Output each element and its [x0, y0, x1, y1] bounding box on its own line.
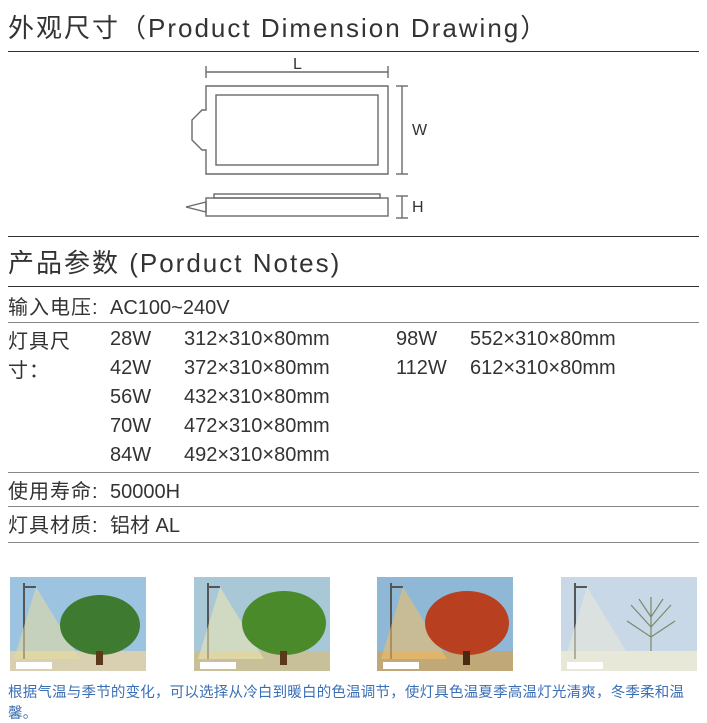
divider [8, 236, 699, 237]
dim-d: 612×310×80mm [470, 354, 650, 383]
thumb-winter [561, 577, 697, 671]
divider [8, 51, 699, 52]
dim-d: 472×310×80mm [184, 412, 382, 441]
dim-d: 492×310×80mm [184, 441, 382, 470]
dimension-drawing: L W H [8, 54, 699, 234]
product-notes: 输入电压: AC100~240V 灯具尺寸： 28W 42W 56W 70W 8… [8, 289, 699, 543]
dim-w: 98W [396, 325, 456, 354]
value-material: 铝材 AL [110, 509, 180, 538]
label-L: L [293, 58, 302, 73]
label-lifetime: 使用寿命: [8, 475, 110, 504]
footer-caption: 根据气温与季节的变化，可以选择从冷白到暖白的色温调节，使灯具色温夏季高温灯光清爽… [8, 681, 699, 723]
dim-w: 70W [110, 412, 170, 441]
dim-d: 372×310×80mm [184, 354, 382, 383]
dim-w: 42W [110, 354, 170, 383]
divider [8, 542, 699, 543]
label-dimensions: 灯具尺寸： [8, 325, 110, 383]
label-material: 灯具材质: [8, 509, 110, 538]
row-dimensions: 灯具尺寸： 28W 42W 56W 70W 84W 312×310×80mm 3… [8, 322, 699, 472]
thumb-autumn [377, 577, 513, 671]
row-voltage: 输入电压: AC100~240V [8, 289, 699, 322]
season-thumbnails [8, 577, 699, 671]
dim-d: 312×310×80mm [184, 325, 382, 354]
dim-w: 112W [396, 354, 456, 383]
row-material: 灯具材质: 铝材 AL [8, 506, 699, 540]
dim-right-sizes: 552×310×80mm 612×310×80mm [470, 325, 650, 470]
dim-left-watts: 28W 42W 56W 70W 84W [110, 325, 170, 470]
section2-title: 产品参数 (Porduct Notes) [8, 239, 699, 284]
thumb-spring [10, 577, 146, 671]
dim-left-sizes: 312×310×80mm 372×310×80mm 432×310×80mm 4… [184, 325, 382, 470]
value-voltage: AC100~240V [110, 297, 230, 320]
section1-title: 外观尺寸（Product Dimension Drawing） [8, 4, 699, 49]
dim-w: 28W [110, 325, 170, 354]
row-lifetime: 使用寿命: 50000H [8, 472, 699, 506]
label-W: W [412, 122, 428, 139]
thumb-summer [194, 577, 330, 671]
dim-w: 56W [110, 383, 170, 412]
dim-w: 84W [110, 441, 170, 470]
divider [8, 286, 699, 287]
label-H: H [412, 199, 424, 216]
dim-right-watts: 98W 112W [396, 325, 456, 470]
label-voltage: 输入电压: [8, 291, 110, 320]
dim-d: 552×310×80mm [470, 325, 650, 354]
value-lifetime: 50000H [110, 481, 180, 504]
dim-d: 432×310×80mm [184, 383, 382, 412]
